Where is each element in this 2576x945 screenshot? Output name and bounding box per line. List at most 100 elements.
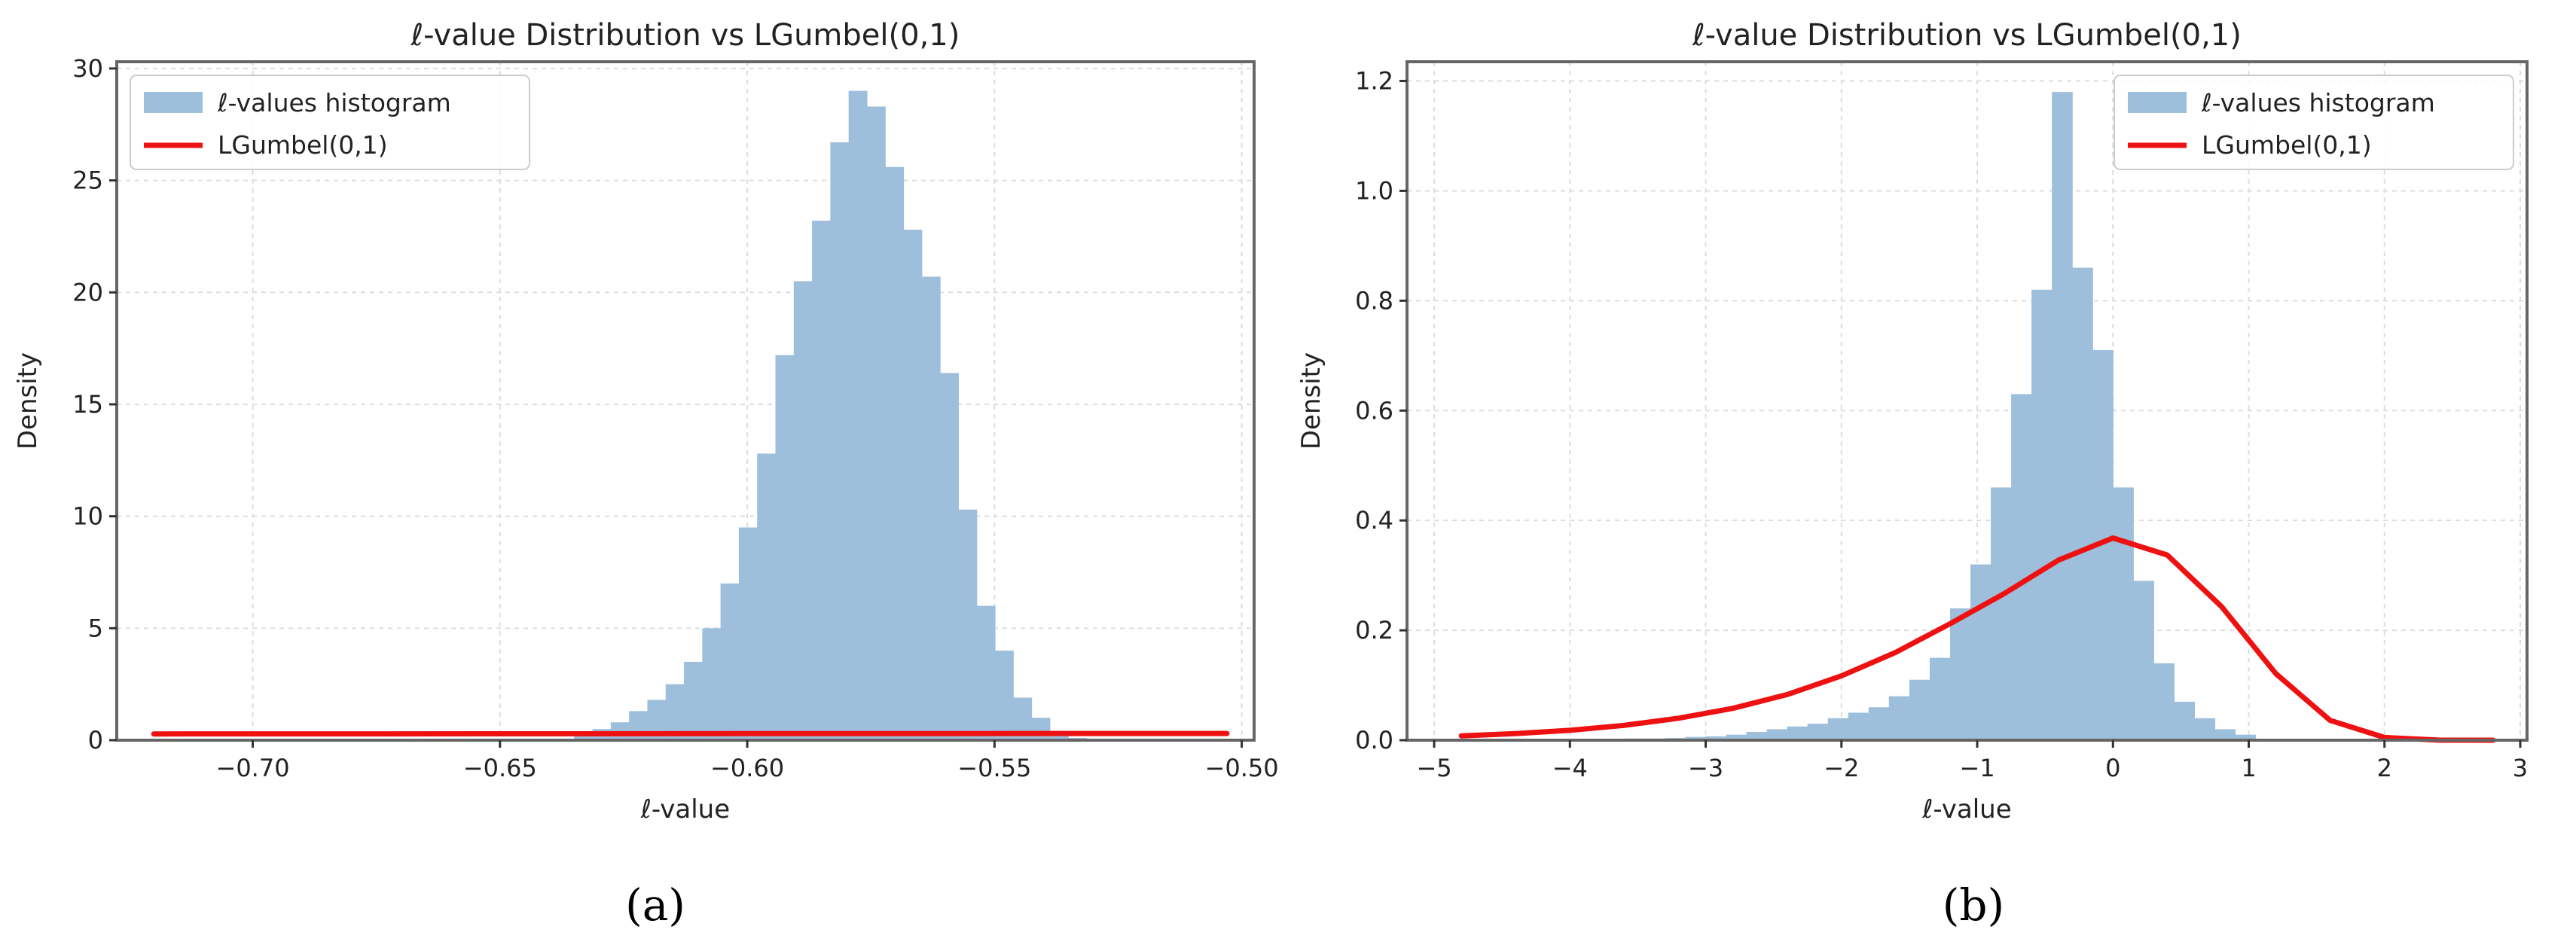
x-tick-label: −0.70	[216, 754, 290, 782]
histogram-bar	[2235, 734, 2257, 740]
x-tick-label: −0.65	[463, 754, 537, 782]
legend: ℓ-values histogram LGumbel(0,1)	[2114, 75, 2514, 170]
histogram-bar	[1909, 679, 1930, 740]
chart-panel-a: −0.70 −0.65 −0.60 −0.55 −0.50 0 5 10 15 20 25 30 ℓ-v…	[13, 18, 1279, 931]
histogram-bar	[1746, 732, 1768, 740]
y-tick-label: 25	[72, 166, 103, 195]
histogram-bar	[885, 166, 905, 740]
histogram-bar	[1991, 487, 2012, 740]
histogram-bar	[1049, 733, 1069, 740]
y-tick-label: 10	[72, 502, 103, 531]
histogram-bar	[1031, 718, 1051, 740]
histogram-bar	[830, 142, 850, 740]
histogram-bar	[1807, 724, 1829, 740]
y-tick-label: 20	[72, 278, 103, 306]
panel-caption: (b)	[1943, 879, 2004, 931]
y-tick-label: 0.6	[1355, 396, 1393, 425]
histogram-bar	[1766, 729, 1788, 740]
histogram-bar	[1848, 712, 1869, 740]
histogram-bar	[2113, 487, 2134, 740]
chart-title: ℓ-value Distribution vs LGumbel(0,1)	[1692, 18, 2242, 53]
x-tick-label: −0.55	[957, 754, 1031, 782]
histogram-bar	[1726, 734, 1747, 740]
legend: ℓ-values histogram LGumbel(0,1)	[130, 75, 530, 170]
histogram-bar	[2133, 581, 2154, 740]
lgumbel-line	[1458, 535, 2496, 743]
histogram-bar	[2153, 663, 2175, 740]
legend-label-histogram: ℓ-values histogram	[2201, 88, 2435, 117]
axes-frame	[115, 60, 1256, 742]
histogram-bar	[1787, 726, 1808, 740]
histogram-bar	[1685, 736, 1707, 740]
histogram-bar	[903, 230, 923, 741]
histogram-bar	[994, 651, 1014, 740]
y-axis-label: Density	[13, 352, 43, 450]
legend-label-line: LGumbel(0,1)	[218, 130, 388, 160]
x-tick-label: 2	[2377, 754, 2392, 782]
histogram-bar	[2031, 289, 2053, 741]
x-tick-label: −2	[1824, 754, 1859, 782]
lgumbel-line	[151, 730, 1230, 737]
histogram-bar	[976, 605, 996, 740]
histogram-bar	[1827, 718, 1849, 740]
x-tick-label: −0.60	[710, 754, 784, 782]
chart-panel-b: −5 −4 −3 −2 −1 0 1 2 3 0.0 0.2 0.4 0.6 0.8 1.0 1.2 ℓ-val…	[1296, 18, 2529, 931]
histogram-bar	[1929, 657, 1951, 740]
histogram-bar	[812, 221, 831, 740]
x-tick-label: 0	[2105, 754, 2120, 782]
histogram-bar	[1970, 564, 1992, 740]
x-axis-label: ℓ-value	[640, 794, 730, 825]
legend-box	[2114, 75, 2514, 170]
histogram-bar	[2214, 729, 2236, 740]
y-tick-label: 30	[72, 54, 103, 83]
histogram-bar	[1868, 707, 1890, 740]
legend-swatch-histogram	[144, 92, 203, 113]
x-tick-label: −5	[1416, 754, 1451, 782]
x-tick-label: −3	[1688, 754, 1723, 782]
axes-frame	[1406, 60, 2529, 742]
legend-label-histogram: ℓ-values histogram	[217, 88, 451, 117]
y-tick-label: 0.8	[1355, 286, 1393, 315]
histogram-bar	[757, 453, 777, 740]
x-tick-label: −0.50	[1205, 754, 1279, 782]
histogram-bar	[2072, 267, 2093, 740]
histogram-bar	[958, 509, 978, 740]
histogram-bar	[1888, 696, 1910, 740]
histogram-bar	[775, 355, 795, 740]
histogram-bar	[738, 527, 758, 740]
histogram-bar	[574, 736, 594, 740]
chart-title: ℓ-value Distribution vs LGumbel(0,1)	[411, 18, 960, 53]
panel-caption: (a)	[625, 879, 685, 931]
x-tick-label: 3	[2513, 754, 2528, 782]
legend-box	[130, 75, 530, 170]
y-axis-label: Density	[1296, 352, 1326, 450]
y-tick-label: 0.2	[1355, 616, 1393, 645]
histogram-bar	[1949, 608, 1971, 740]
histogram-bar	[2011, 394, 2032, 740]
legend-label-line: LGumbel(0,1)	[2202, 130, 2372, 160]
histogram-bar	[1705, 736, 1727, 740]
histogram-bar	[793, 281, 813, 740]
histogram-bar	[921, 276, 941, 740]
y-tick-label: 0.4	[1355, 506, 1393, 535]
y-tick-label: 0.0	[1355, 726, 1393, 754]
y-tick-label: 0	[88, 726, 103, 754]
legend-swatch-histogram	[2128, 92, 2187, 113]
x-axis-label: ℓ-value	[1921, 794, 2011, 825]
histogram-bar	[866, 106, 886, 741]
histogram-bar	[684, 661, 703, 740]
histogram-bar	[702, 628, 722, 740]
histogram-bar	[2052, 92, 2073, 741]
x-tick-label: −4	[1552, 754, 1588, 782]
histogram-bar	[940, 373, 959, 740]
x-tick-label: 1	[2241, 754, 2256, 782]
histogram-bar	[2194, 718, 2216, 740]
histogram-bar	[720, 583, 740, 740]
y-tick-label: 1.0	[1355, 176, 1393, 205]
x-tick-label: −1	[1959, 754, 1995, 782]
histogram-bar	[665, 684, 685, 740]
histogram-bar	[2174, 701, 2196, 740]
y-tick-label: 15	[72, 390, 103, 419]
y-tick-label: 5	[88, 614, 103, 642]
